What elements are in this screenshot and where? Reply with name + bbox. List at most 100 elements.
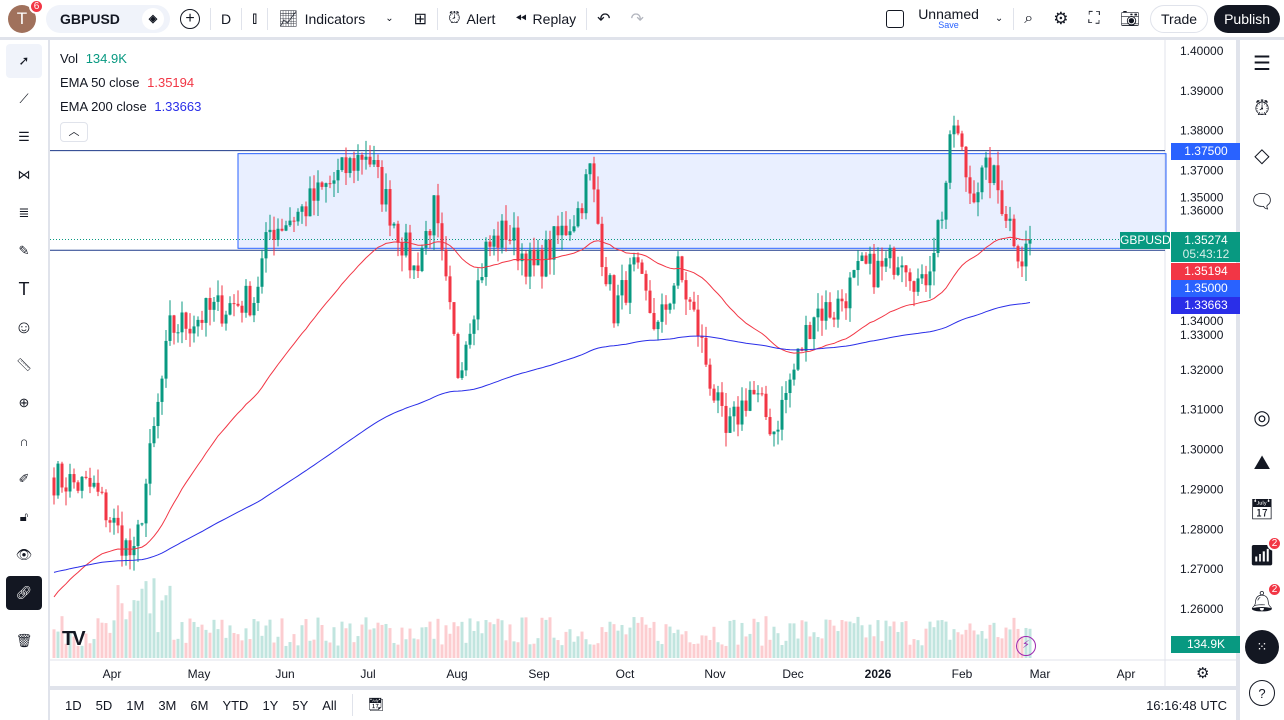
- candle: [124, 540, 128, 556]
- volume-bar: [668, 626, 672, 658]
- chat-button[interactable]: 🗨︎: [1240, 178, 1284, 224]
- volume-bar: [1000, 638, 1004, 658]
- candle: [616, 295, 620, 324]
- cursor-tool[interactable]: ➚: [6, 44, 42, 78]
- timeframe-5y[interactable]: 5Y: [292, 697, 309, 713]
- pine-button[interactable]: ⛰︎: [1240, 440, 1284, 486]
- pattern-tool[interactable]: ⋈: [6, 158, 42, 192]
- current-price-label: 1.35274 05:43:12: [1171, 232, 1241, 262]
- compare-button[interactable]: +: [170, 0, 210, 38]
- clock[interactable]: 16:16:48 UTC: [1146, 697, 1227, 713]
- volume-bar: [796, 638, 800, 658]
- apps-button[interactable]: ⁙: [1240, 624, 1284, 670]
- volume-bar: [788, 623, 792, 658]
- undo-button[interactable]: ↶: [587, 0, 620, 38]
- timeframe-5d[interactable]: 5D: [95, 697, 113, 713]
- calendar-button[interactable]: 📅︎: [1240, 486, 1284, 532]
- time-tick: May: [188, 667, 211, 681]
- time-tick: Apr: [1117, 667, 1136, 681]
- timeframe-3m[interactable]: 3M: [158, 697, 177, 713]
- ideas-stream-button[interactable]: 📶︎ 2: [1240, 532, 1284, 578]
- object-tree-button[interactable]: ◇: [1240, 132, 1284, 178]
- axis-settings-button[interactable]: ⚙︎: [1196, 664, 1209, 682]
- timeframe-1m[interactable]: 1M: [126, 697, 145, 713]
- price-tick: 1.40000: [1180, 44, 1224, 58]
- brush-tool[interactable]: ✎: [6, 234, 42, 268]
- targets-button[interactable]: ◎: [1240, 394, 1284, 440]
- sync-drawings-tool[interactable]: 🔗︎: [6, 576, 42, 610]
- lightning-icon[interactable]: ⚡︎: [1016, 636, 1036, 656]
- volume-bar: [560, 645, 564, 658]
- ema50-legend[interactable]: EMA 50 close 1.35194: [60, 75, 195, 90]
- timeframe-all[interactable]: All: [322, 697, 337, 713]
- date-range-button[interactable]: 📆︎: [361, 697, 392, 713]
- candle: [380, 167, 384, 205]
- price-chart[interactable]: 1.40000 1.39000 1.38000 1.37000 1.360001.350…: [50, 40, 1236, 686]
- candle: [132, 546, 136, 556]
- target-icon: ◎: [1253, 406, 1271, 429]
- alert-button[interactable]: ⏰︎ Alert: [448, 9, 496, 27]
- timeframe-6m[interactable]: 6M: [190, 697, 209, 713]
- time-tick: Dec: [782, 667, 803, 681]
- volume-bar: [868, 624, 872, 658]
- interval-button[interactable]: D: [221, 10, 232, 27]
- prediction-tool[interactable]: ≣: [6, 196, 42, 230]
- redo-button[interactable]: ↷: [621, 0, 654, 38]
- help-button[interactable]: ?: [1240, 670, 1284, 716]
- symbol-search[interactable]: GBPUSD ◈: [46, 4, 170, 33]
- trash-icon: 🗑︎: [15, 633, 33, 648]
- settings-button[interactable]: ⚙︎: [1043, 0, 1078, 38]
- alerts-clock-button[interactable]: ⏰︎: [1240, 86, 1284, 132]
- candle: [352, 158, 356, 171]
- measure-tool[interactable]: 📏︎: [6, 348, 42, 382]
- templates-button[interactable]: ⊞: [404, 0, 437, 38]
- replay-button[interactable]: ⏪︎ Replay: [515, 10, 577, 27]
- volume-bar: [860, 625, 864, 658]
- quick-search-button[interactable]: ⌕: [1014, 0, 1043, 38]
- timeframe-1y[interactable]: 1Y: [262, 697, 279, 713]
- lock-drawings-edit[interactable]: ✐: [6, 462, 42, 496]
- trendline-tool[interactable]: ⟋: [6, 82, 42, 116]
- chart-type-button[interactable]: ⫾: [242, 0, 267, 38]
- candle: [808, 325, 812, 340]
- timeframe-ytd[interactable]: YTD: [222, 697, 249, 713]
- chart-pane[interactable]: 1.40000 1.39000 1.38000 1.37000 1.36000 1.350…: [50, 40, 1241, 686]
- candle: [924, 274, 928, 286]
- watchlist-button[interactable]: ☰: [1240, 40, 1284, 86]
- candle: [160, 378, 164, 402]
- volume-bar: [576, 636, 580, 658]
- text-tool[interactable]: T: [6, 272, 42, 306]
- hide-tool[interactable]: 👁︎: [6, 538, 42, 572]
- volume-bar: [196, 626, 200, 658]
- magnet-tool[interactable]: ∩: [6, 424, 42, 458]
- lock-tool[interactable]: 🔓︎: [6, 500, 42, 534]
- snapshot-button[interactable]: 📷︎: [1110, 0, 1150, 38]
- candle: [720, 392, 724, 406]
- volume-bar: [680, 634, 684, 658]
- timeframe-1d[interactable]: 1D: [65, 697, 82, 713]
- candle: [284, 225, 288, 231]
- zoom-tool[interactable]: ⊕: [6, 386, 42, 420]
- candle: [732, 406, 736, 417]
- volume-bar: [236, 634, 240, 658]
- volume-bar: [828, 619, 832, 658]
- candle: [276, 228, 280, 240]
- candle: [600, 223, 604, 268]
- volume-bar: [976, 634, 980, 658]
- layout-button[interactable]: Unnamed Save ⌄: [876, 0, 1013, 38]
- volume-bar: [600, 627, 604, 658]
- remove-drawings-tool[interactable]: 🗑︎: [6, 624, 42, 658]
- collapse-legend-button[interactable]: ︿: [60, 122, 88, 142]
- candle: [328, 183, 332, 185]
- ema200-legend[interactable]: EMA 200 close 1.33663: [60, 99, 202, 114]
- candle: [364, 156, 368, 160]
- indicators-button[interactable]: 📈︎ Indicators ⌄: [278, 10, 394, 28]
- fib-tool[interactable]: ☰: [6, 120, 42, 154]
- trade-button[interactable]: Trade: [1150, 4, 1209, 33]
- volume-bar: [456, 626, 460, 658]
- notifications-button[interactable]: 🔔︎ 2: [1240, 578, 1284, 624]
- icon-tool[interactable]: ☺: [6, 310, 42, 344]
- publish-button[interactable]: Publish: [1214, 4, 1280, 33]
- fullscreen-button[interactable]: ⛶: [1079, 0, 1110, 38]
